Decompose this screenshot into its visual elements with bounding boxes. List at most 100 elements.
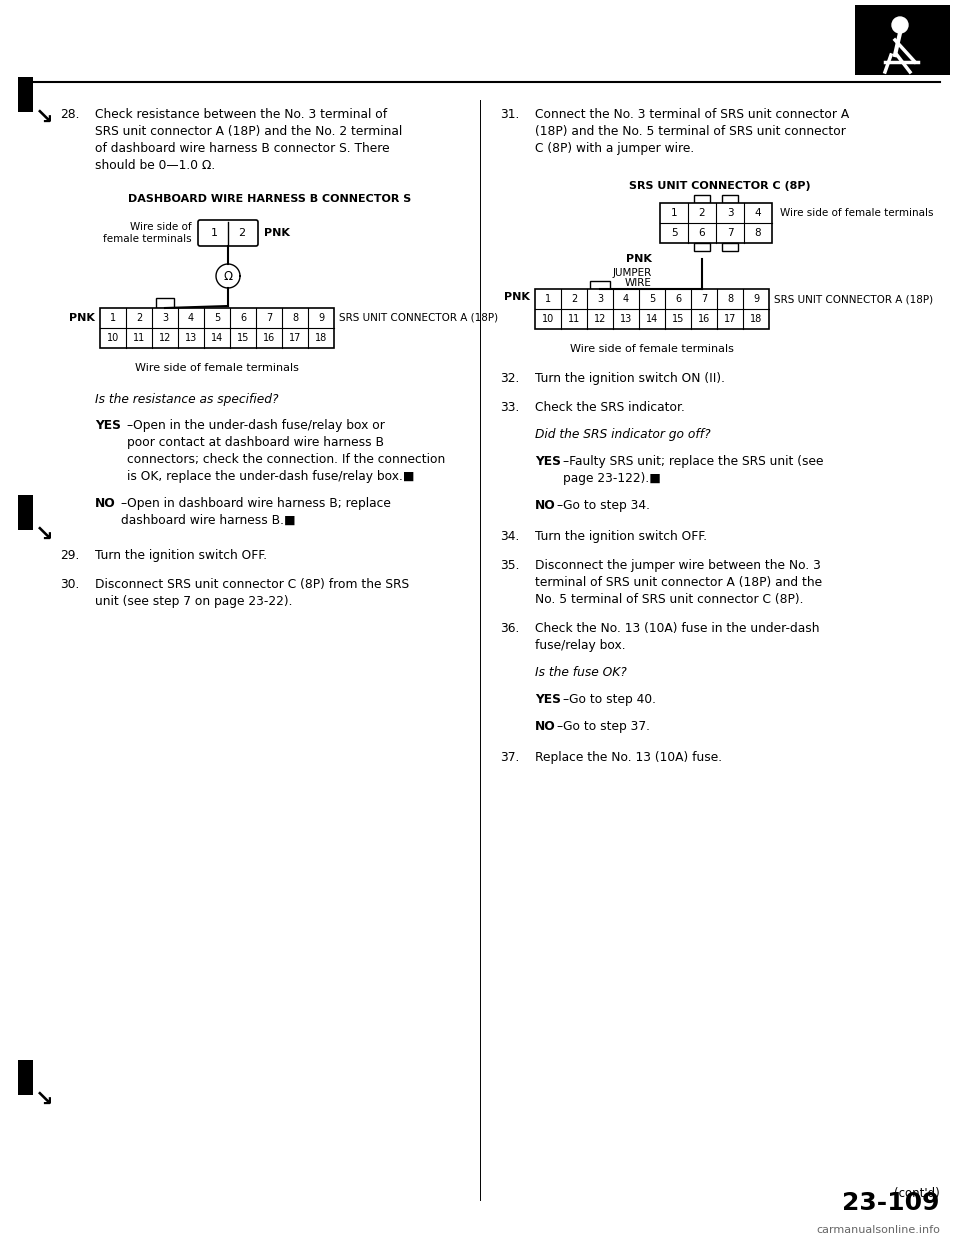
Text: 6: 6 [699,229,706,238]
Text: connectors; check the connection. If the connection: connectors; check the connection. If the… [127,453,445,466]
Text: 8: 8 [755,229,761,238]
Text: Check resistance between the No. 3 terminal of: Check resistance between the No. 3 termi… [95,108,387,120]
Text: 5: 5 [214,313,220,323]
Text: 18: 18 [315,333,327,343]
Text: NO: NO [535,499,556,512]
Text: Wire side of female terminals: Wire side of female terminals [780,207,933,219]
Text: PNK: PNK [264,229,290,238]
Text: Turn the ignition switch OFF.: Turn the ignition switch OFF. [95,549,267,561]
Bar [694,195,710,202]
Text: 3: 3 [162,313,168,323]
Text: 16: 16 [263,333,276,343]
Text: 4: 4 [188,313,194,323]
Text: ↘: ↘ [35,525,54,545]
Bar [156,298,174,308]
Text: 2: 2 [699,207,706,219]
Text: 23-109: 23-109 [843,1191,940,1215]
Text: –Faulty SRS unit; replace the SRS unit (see: –Faulty SRS unit; replace the SRS unit (… [563,455,824,468]
Text: 35.: 35. [500,559,519,573]
Text: fuse/relay box.: fuse/relay box. [535,638,626,652]
Text: –Open in dashboard wire harness B; replace: –Open in dashboard wire harness B; repla… [121,497,391,510]
Text: 9: 9 [753,294,759,304]
Bar [660,202,772,243]
Text: 1: 1 [545,294,551,304]
Text: (18P) and the No. 5 terminal of SRS unit connector: (18P) and the No. 5 terminal of SRS unit… [535,125,846,138]
Text: YES: YES [535,455,561,468]
Text: Turn the ignition switch ON (II).: Turn the ignition switch ON (II). [535,373,725,385]
Text: Check the No. 13 (10A) fuse in the under-dash: Check the No. 13 (10A) fuse in the under… [535,622,820,635]
Text: 16: 16 [698,314,710,324]
Text: 18: 18 [750,314,762,324]
Text: JUMPER: JUMPER [612,268,652,278]
Text: SRS UNIT CONNECTOR A (18P): SRS UNIT CONNECTOR A (18P) [339,313,498,323]
Bar [100,308,334,348]
Text: 33.: 33. [500,401,519,414]
Text: 1: 1 [671,207,678,219]
Text: 7: 7 [701,294,708,304]
Text: –Open in the under-dash fuse/relay box or: –Open in the under-dash fuse/relay box o… [127,419,385,432]
Text: 2: 2 [136,313,142,323]
Text: 17: 17 [289,333,301,343]
Text: C (8P) with a jumper wire.: C (8P) with a jumper wire. [535,142,694,155]
Circle shape [892,17,908,34]
Text: Disconnect SRS unit connector C (8P) from the SRS: Disconnect SRS unit connector C (8P) fro… [95,578,409,591]
Bar [18,77,33,112]
Text: Check the SRS indicator.: Check the SRS indicator. [535,401,684,414]
Text: Wire side of female terminals: Wire side of female terminals [135,363,299,373]
Text: 12: 12 [594,314,606,324]
Text: Replace the No. 13 (10A) fuse.: Replace the No. 13 (10A) fuse. [535,751,722,764]
Text: Turn the ignition switch OFF.: Turn the ignition switch OFF. [535,530,708,543]
Text: 17: 17 [724,314,736,324]
Text: 11: 11 [568,314,580,324]
Text: carmanualsonline.info: carmanualsonline.info [816,1225,940,1235]
Text: dashboard wire harness B.■: dashboard wire harness B.■ [121,514,296,527]
Bar [722,195,738,202]
Text: 6: 6 [240,313,246,323]
Text: 5: 5 [671,229,678,238]
Bar [694,243,710,251]
Bar [18,1059,33,1095]
Text: 7: 7 [266,313,272,323]
Text: 4: 4 [623,294,629,304]
Text: (cont'd): (cont'd) [895,1187,940,1200]
Text: Wire side of
female terminals: Wire side of female terminals [104,222,192,243]
Text: Is the fuse OK?: Is the fuse OK? [535,666,627,679]
Text: should be 0—1.0 Ω.: should be 0—1.0 Ω. [95,159,215,171]
Bar [855,5,950,75]
Text: 1: 1 [210,229,218,238]
Text: 12: 12 [158,333,171,343]
Bar [535,289,769,329]
Text: DASHBOARD WIRE HARNESS B CONNECTOR S: DASHBOARD WIRE HARNESS B CONNECTOR S [129,194,412,204]
Text: –Go to step 34.: –Go to step 34. [557,499,650,512]
Text: of dashboard wire harness B connector S. There: of dashboard wire harness B connector S.… [95,142,390,155]
Text: 32.: 32. [500,373,519,385]
Text: 1: 1 [110,313,116,323]
Text: terminal of SRS unit connector A (18P) and the: terminal of SRS unit connector A (18P) a… [535,576,822,589]
Text: 2: 2 [571,294,577,304]
Text: YES: YES [95,419,121,432]
Text: ↘: ↘ [35,1090,54,1110]
Text: PNK: PNK [504,292,530,302]
Text: 15: 15 [672,314,684,324]
Text: 30.: 30. [60,578,80,591]
Bar [590,281,610,289]
Text: PNK: PNK [626,255,652,265]
Text: 3: 3 [597,294,603,304]
Bar [18,496,33,530]
Text: SRS unit connector A (18P) and the No. 2 terminal: SRS unit connector A (18P) and the No. 2… [95,125,402,138]
Text: 28.: 28. [60,108,80,120]
Text: –Go to step 40.: –Go to step 40. [563,693,656,705]
Text: No. 5 terminal of SRS unit connector C (8P).: No. 5 terminal of SRS unit connector C (… [535,592,804,606]
Text: –Go to step 37.: –Go to step 37. [557,720,650,733]
Text: 10: 10 [541,314,554,324]
Text: 10: 10 [107,333,119,343]
Text: 36.: 36. [500,622,519,635]
Text: 13: 13 [185,333,197,343]
Text: 15: 15 [237,333,250,343]
Text: SRS UNIT CONNECTOR C (8P): SRS UNIT CONNECTOR C (8P) [629,181,811,191]
Text: 29.: 29. [60,549,80,561]
Text: Did the SRS indicator go off?: Did the SRS indicator go off? [535,428,710,441]
Text: 4: 4 [755,207,761,219]
FancyBboxPatch shape [198,220,258,246]
Text: 11: 11 [132,333,145,343]
